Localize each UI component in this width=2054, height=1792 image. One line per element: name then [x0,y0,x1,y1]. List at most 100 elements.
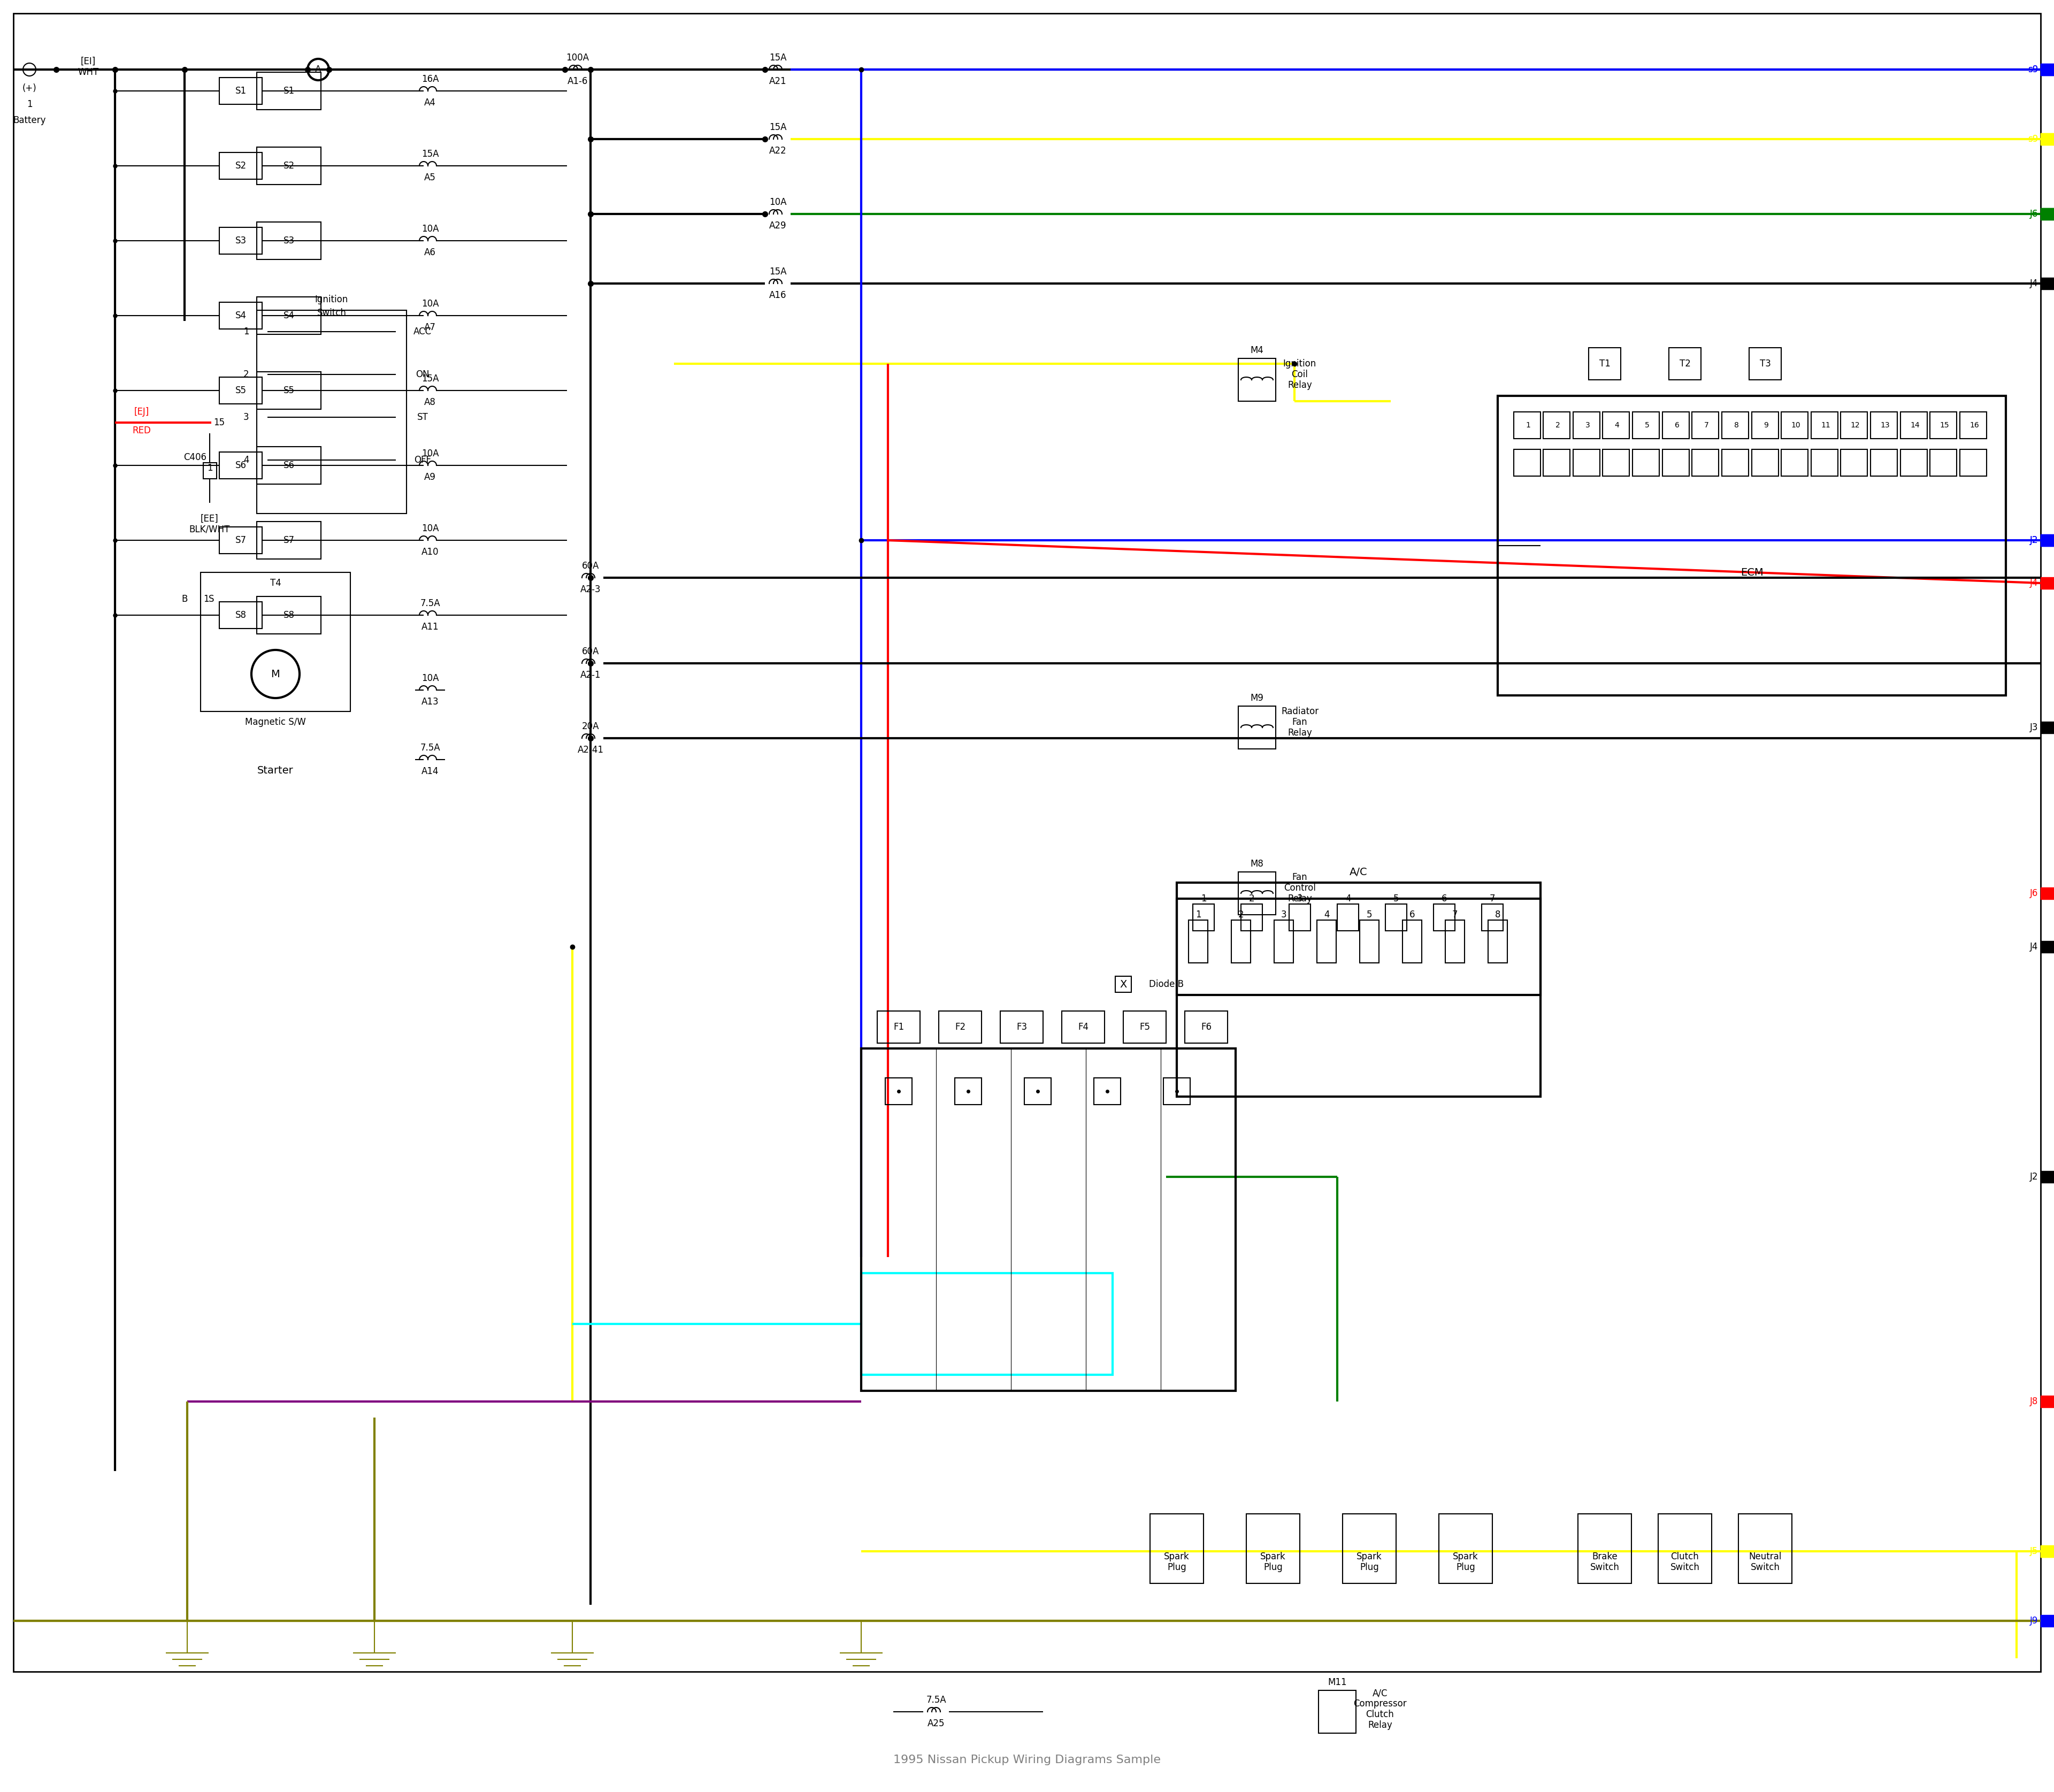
Bar [2040,534,2054,547]
Text: Magnetic S/W: Magnetic S/W [244,717,306,728]
Text: A6: A6 [425,247,435,258]
Bar [1273,919,1294,962]
Text: S3: S3 [283,237,294,246]
Text: 2: 2 [1239,910,1245,919]
Text: J2: J2 [2029,1172,2038,1181]
Text: s9: s9 [2027,134,2038,143]
Text: 8: 8 [1734,421,1738,428]
Bar [220,527,263,554]
Text: S1: S1 [283,86,294,95]
Bar [2040,278,2054,289]
Bar [1633,450,1660,477]
Text: J5: J5 [2029,1546,2038,1555]
Bar [1384,903,1407,930]
Text: 60A: 60A [581,647,600,656]
Text: A/C: A/C [1349,867,1368,876]
Bar [885,1077,912,1104]
Text: S5: S5 [283,385,294,396]
Bar [1931,412,1957,439]
Text: F2: F2 [955,1021,965,1032]
Text: C406: C406 [183,453,207,462]
Bar [1124,1011,1167,1043]
Text: Clutch: Clutch [1366,1710,1395,1719]
Text: T4: T4 [269,579,281,588]
Bar [257,72,320,109]
Bar [861,1272,1113,1374]
Bar [1317,919,1337,962]
Text: ST: ST [417,412,427,423]
Text: ACC: ACC [413,326,431,337]
Text: J9: J9 [2029,1616,2038,1625]
Text: 10A: 10A [421,674,440,683]
Text: J6: J6 [2029,210,2038,219]
Text: 4: 4 [1614,421,1619,428]
Text: 15A: 15A [768,122,787,133]
Text: S3: S3 [234,237,246,246]
Text: 7.5A: 7.5A [419,599,440,607]
Bar [1602,450,1629,477]
Bar [1095,1077,1121,1104]
Text: A14: A14 [421,767,440,776]
Bar [220,303,263,330]
Text: A25: A25 [926,1719,945,1727]
Text: A5: A5 [425,172,435,183]
Bar [1573,450,1600,477]
Text: T1: T1 [1600,358,1610,369]
Text: Fan: Fan [1292,873,1308,882]
Bar [1497,396,2007,695]
Bar [1900,412,1927,439]
Text: S4: S4 [283,310,294,321]
Text: A11: A11 [421,622,440,633]
Bar [1343,1514,1397,1584]
Bar [2040,1615,2054,1627]
Text: M9: M9 [1251,694,1263,702]
Text: S1: S1 [234,86,246,95]
Text: Radiator: Radiator [1282,706,1319,717]
Text: S2: S2 [283,161,294,170]
Text: S8: S8 [234,611,246,620]
Text: T2: T2 [1680,358,1690,369]
Text: 3: 3 [1586,421,1590,428]
Text: S8: S8 [283,611,294,620]
Bar [1738,1514,1791,1584]
Bar [2040,887,2054,900]
Text: J2: J2 [2029,536,2038,545]
Text: 1: 1 [207,464,212,473]
Bar [2040,65,2054,75]
Bar [2040,133,2054,145]
Bar [1752,412,1779,439]
Text: 15: 15 [1939,421,1949,428]
Bar [1403,919,1421,962]
Bar [1668,348,1701,380]
Bar [1239,358,1276,401]
Text: 16: 16 [1970,421,1980,428]
Bar [1446,919,1465,962]
Text: 1: 1 [242,326,249,337]
Bar [1960,412,1986,439]
Text: S6: S6 [234,461,246,470]
Text: S: S [207,595,214,604]
Bar [1573,412,1600,439]
Text: X: X [1119,978,1128,989]
Text: 2: 2 [1555,421,1559,428]
Text: 100A: 100A [567,54,589,63]
Text: A2-1: A2-1 [579,670,602,679]
Text: Spark
Plug: Spark Plug [1452,1552,1479,1572]
Bar [1662,412,1688,439]
Bar [257,310,407,514]
Text: (+): (+) [23,84,37,93]
Text: OFF: OFF [415,455,431,464]
Bar [201,572,351,711]
Text: 2: 2 [242,369,249,380]
Text: A22: A22 [768,145,787,156]
Text: 14: 14 [1910,421,1920,428]
Bar [1247,1514,1300,1584]
Bar [1115,977,1132,993]
Bar [1721,450,1748,477]
Bar [1577,1514,1631,1584]
Text: J3: J3 [2029,722,2038,733]
Bar [939,1011,982,1043]
Text: J6: J6 [2029,210,2038,219]
Bar [1434,903,1454,930]
Bar [2040,534,2054,547]
